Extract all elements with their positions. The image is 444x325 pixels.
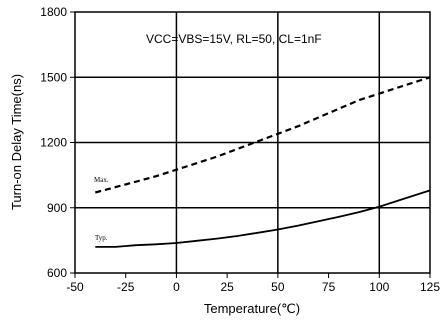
y-tick-label: 1500 [40, 70, 67, 84]
x-tick-label: -25 [117, 280, 135, 294]
ticks [70, 11, 431, 278]
x-tick-label: 100 [369, 280, 389, 294]
y-tick-label: 1800 [40, 5, 67, 19]
x-tick-label: 0 [173, 280, 180, 294]
x-axis-title: Temperature(℃) [204, 301, 300, 316]
series-line-typ [95, 189, 431, 248]
series-line-max [95, 76, 431, 194]
y-tick-label: 900 [47, 201, 67, 215]
series-layer [95, 76, 431, 248]
y-tick-label: 1200 [40, 136, 67, 150]
chart-annotation: VCC=VBS=15V, RL=50, CL=1nF [146, 32, 322, 46]
y-axis-title: Turn-on Delay Time(ns) [9, 74, 24, 210]
x-tick-label: 25 [220, 280, 234, 294]
x-tick-label: -50 [66, 280, 84, 294]
x-tick-label: 75 [322, 280, 336, 294]
tick-labels: 600 900 1200 1500 1800 -50 -25 0 25 50 75 100 125 [40, 5, 440, 294]
series-label-typ: Typ. [95, 234, 108, 242]
y-tick-label: 600 [47, 266, 67, 280]
x-tick-label: 125 [420, 280, 440, 294]
x-tick-label: 50 [271, 280, 285, 294]
series-label-max: Max. [94, 176, 109, 184]
